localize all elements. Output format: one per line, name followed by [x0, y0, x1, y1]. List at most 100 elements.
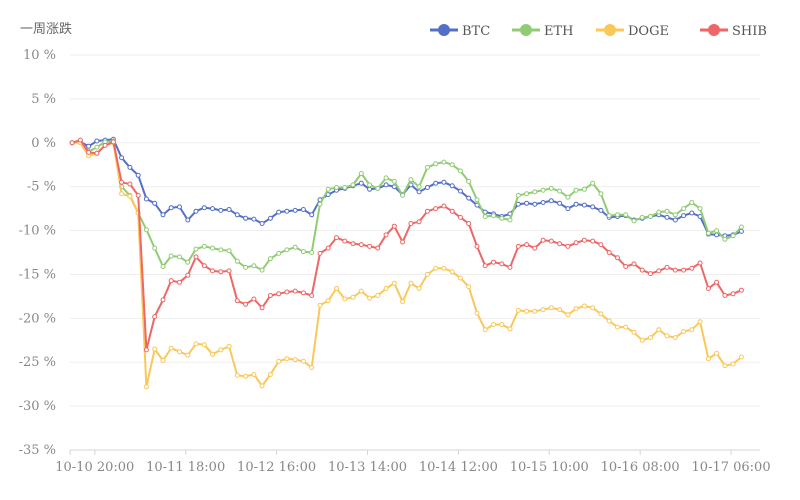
data-point[interactable]	[482, 327, 488, 333]
data-point[interactable]	[152, 314, 158, 320]
data-point[interactable]	[383, 175, 389, 181]
data-point[interactable]	[424, 164, 430, 170]
data-point[interactable]	[424, 208, 430, 214]
data-point[interactable]	[317, 201, 323, 207]
data-point[interactable]	[714, 350, 720, 356]
data-point[interactable]	[424, 271, 430, 277]
data-point[interactable]	[193, 246, 199, 252]
data-point[interactable]	[540, 237, 546, 243]
data-point[interactable]	[557, 241, 563, 247]
legend-item-doge[interactable]: DOGE	[596, 24, 669, 39]
data-point[interactable]	[449, 183, 455, 189]
data-point[interactable]	[491, 259, 496, 265]
data-point[interactable]	[226, 268, 232, 274]
data-point[interactable]	[309, 212, 315, 218]
data-point[interactable]	[581, 303, 587, 309]
data-point[interactable]	[648, 271, 653, 277]
data-point[interactable]	[557, 200, 563, 206]
data-point[interactable]	[375, 245, 381, 251]
data-point[interactable]	[210, 206, 215, 212]
data-point[interactable]	[193, 208, 199, 214]
data-point[interactable]	[259, 383, 265, 389]
data-point[interactable]	[342, 185, 348, 190]
data-point[interactable]	[177, 204, 182, 210]
data-point[interactable]	[565, 206, 571, 212]
data-point[interactable]	[226, 207, 232, 212]
data-point[interactable]	[722, 363, 728, 369]
data-point[interactable]	[466, 284, 472, 290]
data-point[interactable]	[284, 247, 290, 253]
data-point[interactable]	[565, 312, 571, 318]
data-point[interactable]	[375, 185, 381, 191]
data-point[interactable]	[234, 212, 240, 218]
data-point[interactable]	[168, 278, 174, 284]
data-point[interactable]	[507, 326, 513, 332]
data-point[interactable]	[152, 245, 158, 251]
data-point[interactable]	[391, 280, 397, 286]
data-point[interactable]	[441, 159, 447, 165]
data-point[interactable]	[474, 310, 480, 316]
data-point[interactable]	[185, 259, 191, 265]
data-point[interactable]	[201, 342, 207, 348]
data-point[interactable]	[267, 256, 273, 262]
data-point[interactable]	[383, 232, 389, 238]
data-point[interactable]	[424, 185, 430, 190]
data-point[interactable]	[94, 150, 100, 156]
data-point[interactable]	[317, 302, 323, 308]
data-point[interactable]	[581, 186, 587, 192]
data-point[interactable]	[317, 250, 323, 256]
data-point[interactable]	[408, 280, 414, 286]
data-point[interactable]	[358, 171, 364, 176]
data-point[interactable]	[292, 357, 298, 363]
data-point[interactable]	[367, 182, 373, 188]
data-point[interactable]	[606, 250, 612, 255]
data-point[interactable]	[590, 305, 596, 311]
data-point[interactable]	[350, 182, 356, 188]
data-point[interactable]	[672, 335, 678, 341]
data-point[interactable]	[623, 212, 629, 218]
data-point[interactable]	[532, 201, 538, 207]
data-point[interactable]	[631, 261, 637, 267]
data-point[interactable]	[375, 293, 381, 298]
data-point[interactable]	[102, 142, 108, 148]
data-point[interactable]	[391, 178, 397, 184]
data-point[interactable]	[433, 161, 439, 167]
data-point[interactable]	[573, 306, 579, 312]
data-point[interactable]	[251, 372, 257, 377]
data-point[interactable]	[705, 286, 711, 291]
data-point[interactable]	[325, 245, 331, 251]
data-point[interactable]	[276, 250, 282, 256]
data-point[interactable]	[69, 140, 75, 146]
data-point[interactable]	[689, 327, 695, 333]
data-point[interactable]	[664, 214, 670, 220]
data-point[interactable]	[524, 200, 530, 206]
data-point[interactable]	[267, 293, 273, 298]
data-point[interactable]	[697, 319, 703, 325]
data-point[interactable]	[135, 172, 141, 178]
data-point[interactable]	[201, 243, 207, 249]
data-point[interactable]	[358, 180, 364, 186]
data-point[interactable]	[400, 299, 406, 305]
legend-item-eth[interactable]: ETH	[512, 24, 574, 39]
data-point[interactable]	[738, 354, 744, 360]
data-point[interactable]	[540, 187, 546, 193]
data-point[interactable]	[400, 239, 406, 245]
data-point[interactable]	[730, 291, 736, 297]
data-point[interactable]	[168, 253, 174, 259]
data-point[interactable]	[119, 179, 125, 185]
data-point[interactable]	[457, 168, 463, 174]
data-point[interactable]	[367, 243, 373, 249]
data-point[interactable]	[656, 209, 662, 215]
data-point[interactable]	[581, 202, 587, 208]
data-point[interactable]	[515, 307, 521, 313]
data-point[interactable]	[507, 217, 513, 223]
data-point[interactable]	[152, 200, 158, 206]
data-point[interactable]	[449, 208, 455, 214]
data-point[interactable]	[639, 337, 645, 343]
data-point[interactable]	[474, 243, 480, 249]
data-point[interactable]	[210, 351, 215, 357]
data-point[interactable]	[730, 233, 736, 239]
data-point[interactable]	[267, 215, 273, 221]
data-point[interactable]	[276, 358, 282, 364]
data-point[interactable]	[284, 356, 290, 362]
